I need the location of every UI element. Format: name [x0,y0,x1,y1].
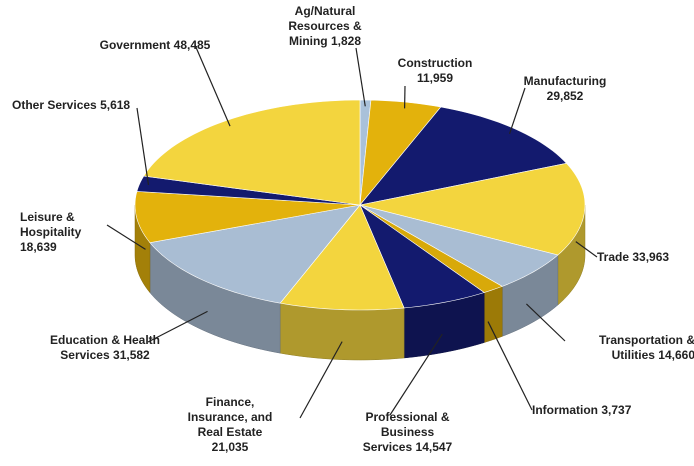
value-label: 14,660 [658,348,694,362]
category-name: Trade [597,250,630,264]
category-name: Other Services [12,98,97,112]
slice [279,204,405,311]
slice-label: Information 3,737 [532,403,662,418]
category-name: Transportation & Utilities [598,333,694,362]
slice-label: Construction 11,959 [385,56,485,86]
value-label: 29,852 [546,89,584,103]
slice [149,204,361,304]
slice-side [483,286,503,343]
slice-label: Trade 33,963 [597,250,694,265]
leader-line [106,224,146,250]
slice-label: Other Services 5,618 [12,98,132,113]
leader-line [147,310,208,343]
category-name: Leisure & Hospitality [20,210,82,239]
category-name: Ag/Natural Resources & Mining [288,4,362,48]
value-label: 11,959 [416,71,454,85]
slice-label: Transportation & Utilities 14,660 [555,333,694,363]
slice-side [279,302,405,361]
category-name: Education & Health Services [49,333,160,362]
slice-label: Leisure & Hospitality 18,639 [20,210,120,255]
slice-label: Professional & Business Services 14,547 [355,410,460,455]
category-name: Government [99,38,171,52]
slice-label: Government 48,485 [95,38,215,53]
value-label: 18,639 [20,240,57,254]
slice [143,99,361,206]
leader-line [136,107,150,186]
value-label: 3,737 [601,403,632,417]
value-label: 21,035 [211,440,249,454]
leader-line [525,303,566,342]
value-label: 5,618 [100,98,131,112]
slice-label: Finance, Insurance, and Real Estate 21,0… [180,395,280,455]
slice [134,191,361,243]
value-label: 48,485 [173,38,211,52]
value-label: 31,582 [113,348,150,362]
category-name: Information [532,403,598,417]
value-label: 14,547 [415,440,453,454]
slice-label: Education & Health Services 31,582 [40,333,170,363]
slice [359,204,559,287]
leader-line [389,333,443,416]
leader-lines [106,44,598,419]
category-name: Professional & Business Services [362,410,450,454]
leader-line [299,341,343,419]
slice-label: Manufacturing 29,852 [515,74,615,104]
leader-line [508,87,526,134]
slice [359,99,442,206]
leader-line [194,44,231,127]
slice [359,204,485,309]
category-name: Construction [397,56,473,70]
slice [359,106,568,206]
category-name: Manufacturing [523,74,607,88]
value-label: 33,963 [632,250,670,264]
value-label: 1,828 [330,34,362,48]
leader-line [355,47,366,107]
leader-line [487,321,533,411]
category-name: Finance, Insurance, and Real Estate [187,395,273,439]
slice [359,162,586,256]
pie-tops [134,99,586,311]
slice-label: Ag/Natural Resources & Mining 1,828 [270,4,380,49]
leader-line [575,241,598,258]
